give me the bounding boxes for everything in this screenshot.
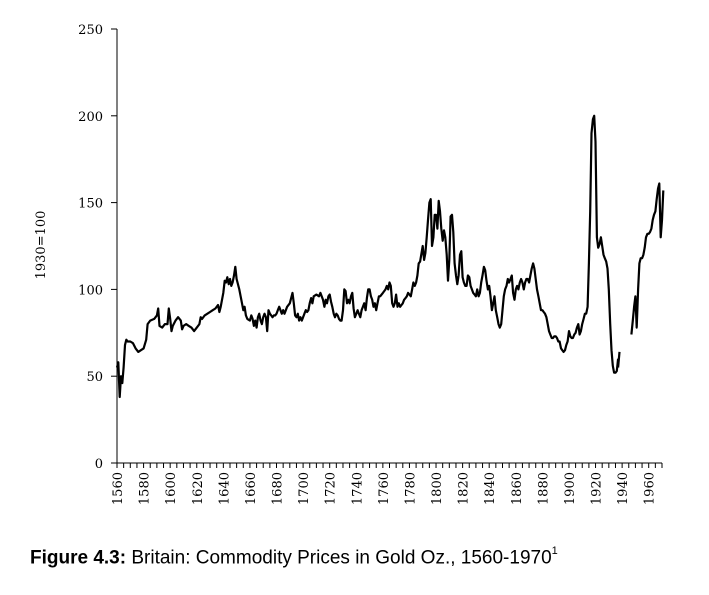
series-line [617,351,621,368]
caption-text: Britain: Commodity Prices in Gold Oz., 1… [126,547,552,569]
x-tick-label: 1640 [217,472,232,505]
x-tick-label: 1940 [616,472,631,505]
x-tick-label: 1880 [536,472,551,505]
y-tick-label: 150 [78,197,103,212]
line-chart: 0 50 100 150 200 250 1560 1580 1600 1620 1640 1660… [34,23,665,505]
x-tick-label: 1760 [377,472,392,505]
y-axis-ticks: 0 50 100 150 200 250 [78,23,117,472]
x-tick-label: 1700 [297,472,312,505]
x-tick-label: 1900 [563,472,578,505]
x-tick-label: 1560 [111,472,126,505]
series-line [630,182,665,335]
y-axis-label: 1930=100 [34,211,49,280]
x-tick-label: 1740 [350,472,365,505]
y-tick-label: 250 [78,23,103,38]
x-tick-label: 1920 [590,472,605,505]
y-tick-label: 200 [78,110,103,125]
figure-caption: Figure 4.3: Britain: Commodity Prices in… [30,545,690,569]
caption-footnote-mark: 1 [551,545,558,557]
x-tick-label: 1820 [457,472,472,505]
series-line [115,114,620,399]
x-tick-label: 1780 [403,472,418,505]
x-tick-label: 1720 [324,472,339,505]
y-tick-label: 100 [78,283,103,298]
x-tick-label: 1600 [164,472,179,505]
axes [116,29,662,464]
x-axis-ticks: 1560 1580 1600 1620 1640 1660 1680 1700 1720 1740… [111,463,663,505]
x-tick-label: 1580 [138,472,153,505]
y-tick-label: 50 [86,370,103,385]
x-tick-label: 1660 [244,472,259,505]
x-tick-label: 1960 [643,472,658,505]
x-tick-label: 1800 [430,472,445,505]
x-tick-label: 1680 [271,472,286,505]
x-tick-label: 1620 [191,472,206,505]
x-tick-label: 1840 [483,472,498,505]
series-group [115,114,665,399]
x-tick-label: 1860 [510,472,525,505]
y-tick-label: 0 [95,457,103,472]
caption-label: Figure 4.3: [30,547,127,569]
